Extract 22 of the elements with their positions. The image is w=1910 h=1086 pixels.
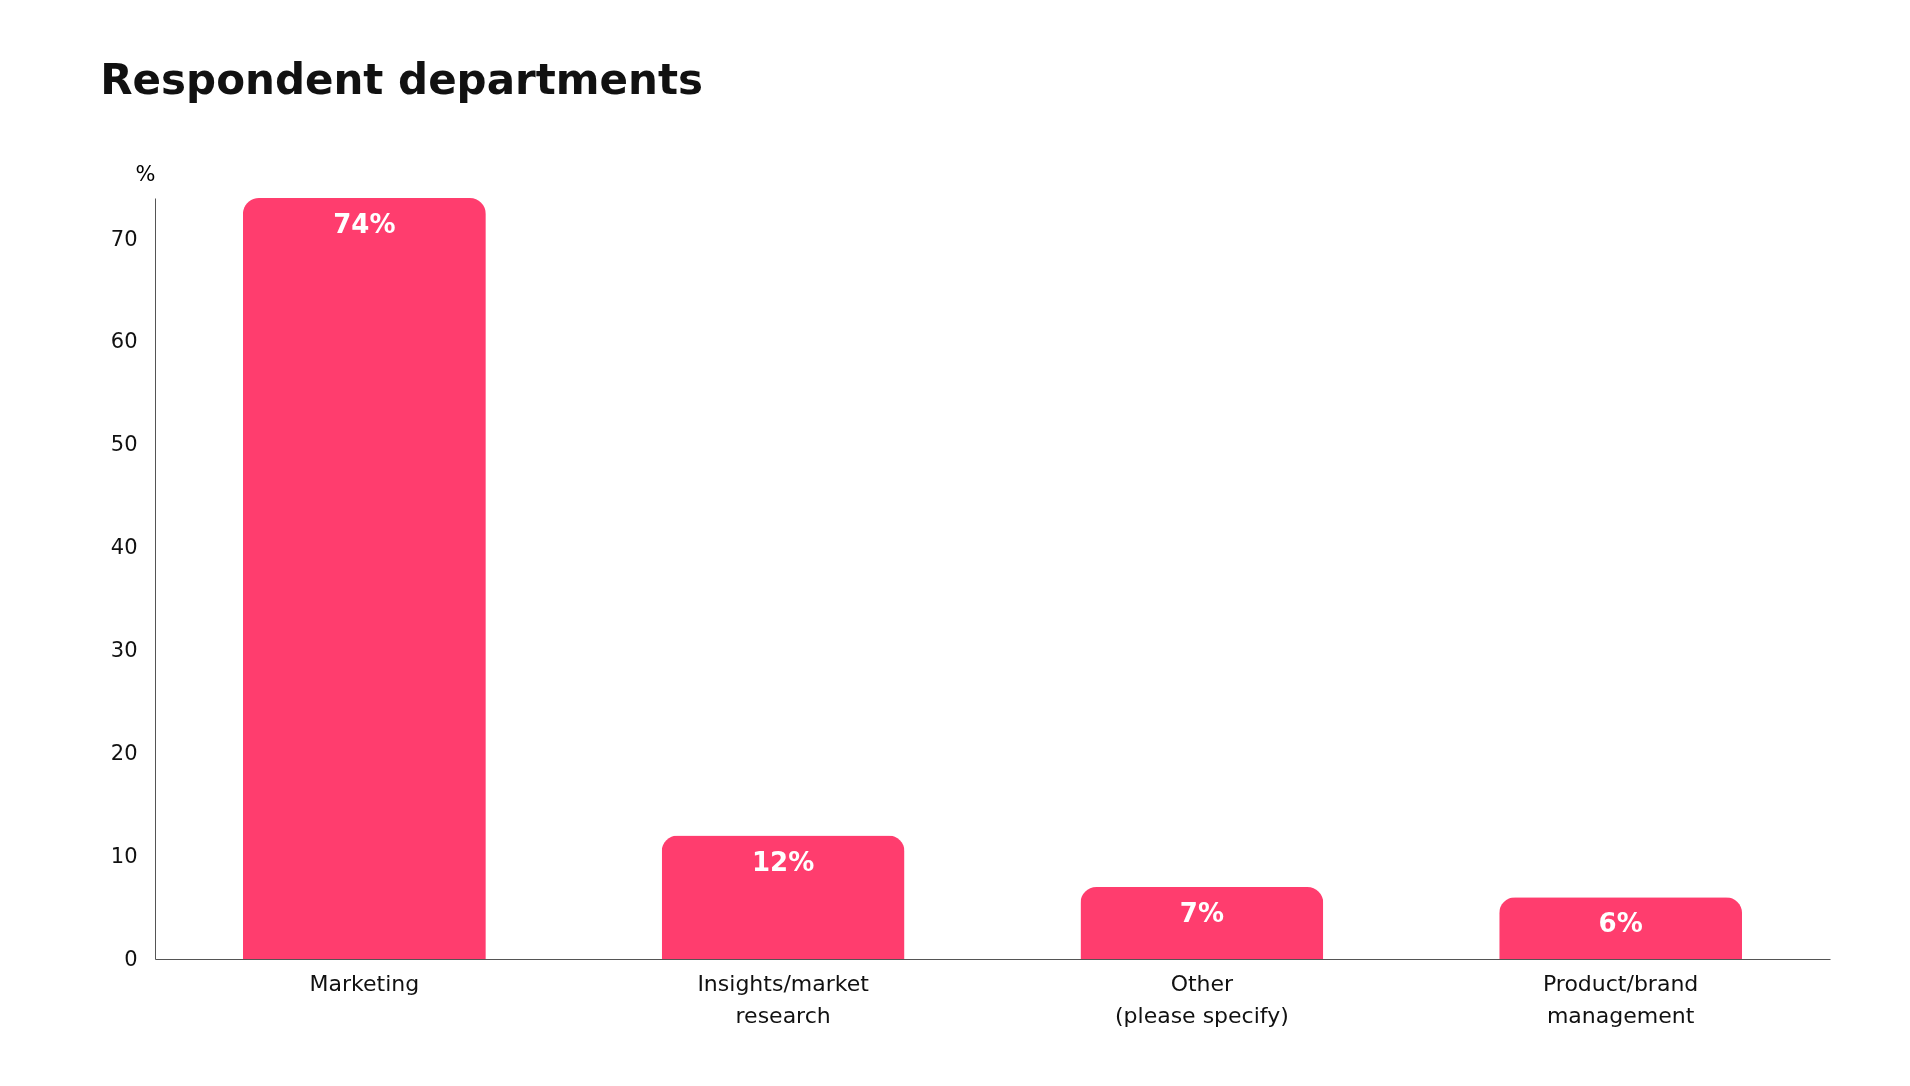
y-tick-label: 10 [110, 843, 138, 868]
x-tick-label: Marketing [309, 970, 420, 996]
y-tick-label: 60 [110, 329, 138, 354]
bar [242, 198, 486, 959]
x-tick-label: Other (please specify) [1114, 970, 1289, 1028]
y-tick-label: 20 [110, 740, 138, 765]
data-label: 6% [1598, 908, 1643, 939]
y-tick-label: 70 [110, 226, 138, 251]
bar [661, 835, 905, 959]
bar [1080, 887, 1324, 959]
y-axis-title: % [135, 161, 156, 186]
y-tick-label: 30 [110, 637, 138, 662]
data-label: 7% [1179, 898, 1224, 929]
data-label: 12% [752, 846, 815, 877]
y-tick-label: 50 [110, 432, 138, 457]
y-tick-label: 0 [124, 946, 138, 971]
x-tick-label: Product/brand management [1542, 970, 1699, 1028]
x-tick-label: Insights/market research [697, 970, 870, 1028]
bar [1499, 897, 1743, 959]
chart-title: Respondent departments [100, 55, 704, 104]
y-tick-label: 40 [110, 535, 138, 560]
data-label: 74% [333, 209, 396, 239]
